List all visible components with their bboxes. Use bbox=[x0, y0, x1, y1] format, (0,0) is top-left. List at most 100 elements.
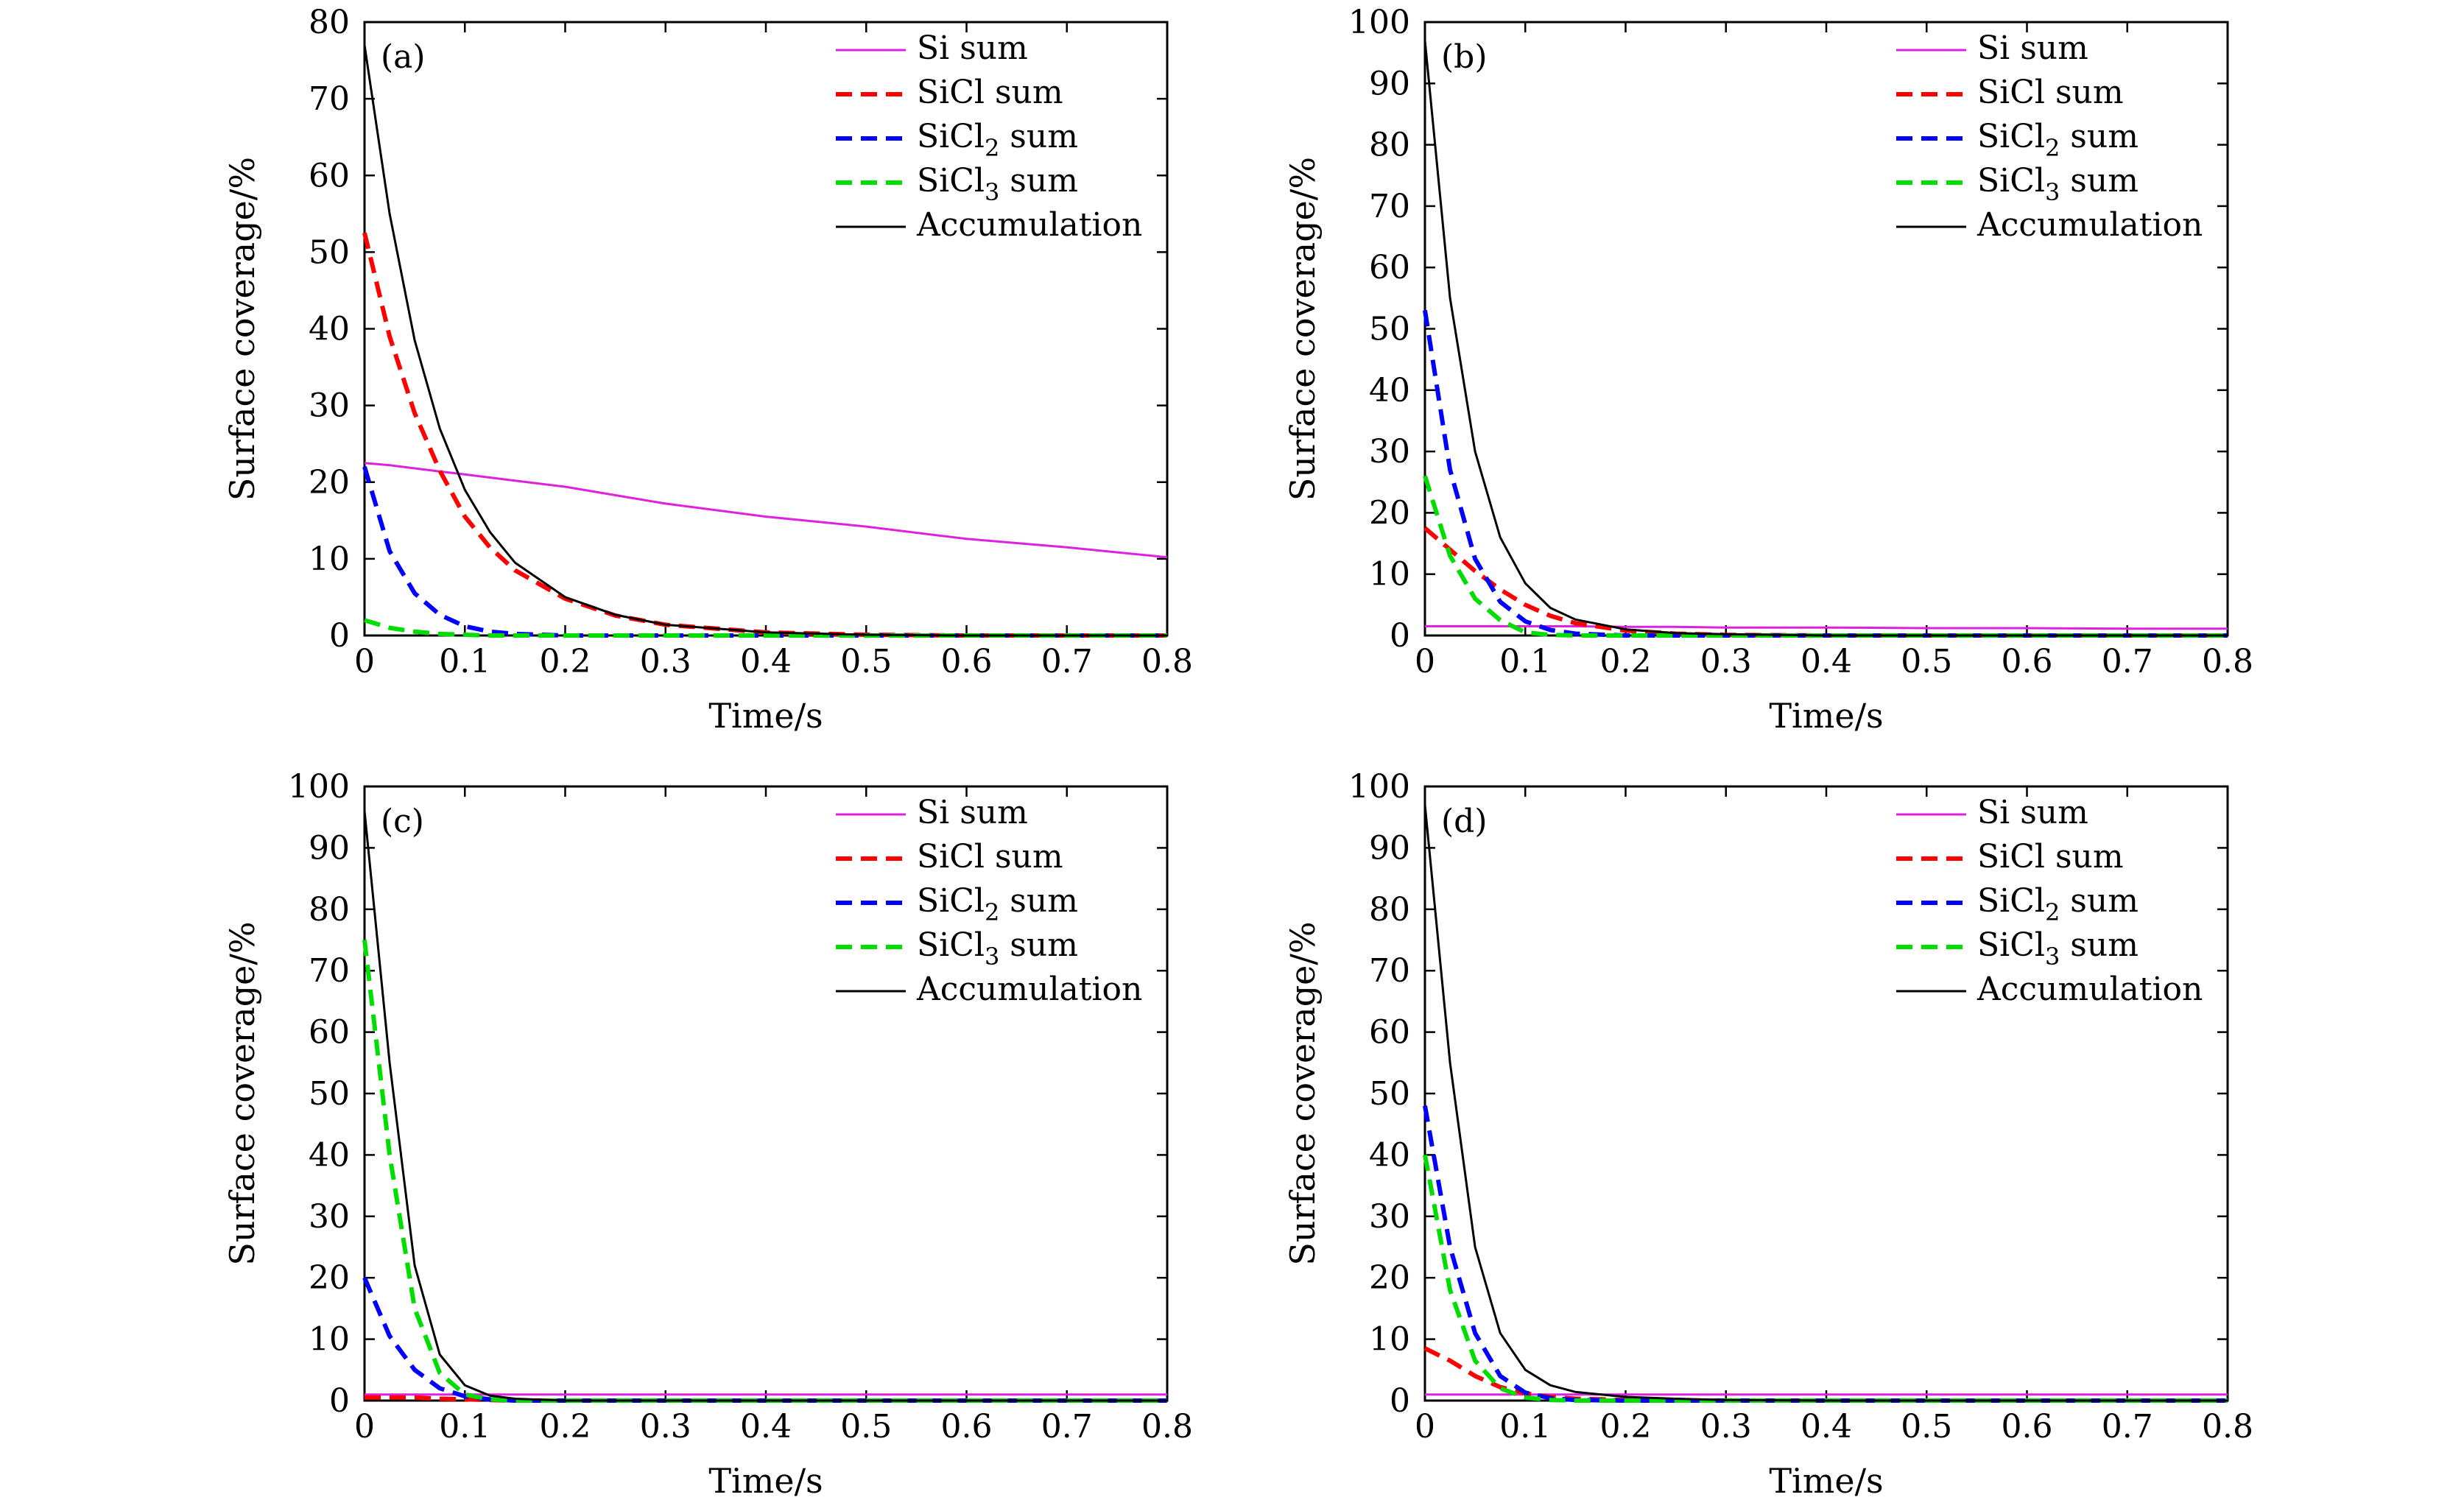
x-tick-label: 0.2 bbox=[1600, 643, 1652, 680]
series-line-sicl2 bbox=[362, 466, 1167, 638]
legend-label-subscript: 2 bbox=[2045, 898, 2060, 926]
y-tick-label: 20 bbox=[309, 464, 350, 501]
legend-label-acc: Accumulation bbox=[916, 206, 1142, 244]
x-tick-label: 0 bbox=[354, 1408, 375, 1446]
y-tick-label: 50 bbox=[1369, 1075, 1410, 1113]
legend-label-subscript: 2 bbox=[985, 134, 999, 162]
y-tick-label: 40 bbox=[309, 1136, 350, 1174]
y-tick-label: 100 bbox=[288, 768, 350, 806]
x-tick-label: 0.3 bbox=[640, 643, 691, 680]
y-tick-label: 100 bbox=[1348, 4, 1410, 41]
panel-label: (a) bbox=[381, 38, 426, 76]
x-tick-label: 0.6 bbox=[941, 1408, 993, 1446]
y-tick-label: 50 bbox=[309, 233, 350, 271]
legend-label-sicl2: SiCl2 sum bbox=[917, 118, 1078, 162]
legend-label-subscript: 3 bbox=[2045, 178, 2060, 206]
x-axis-title: Time/s bbox=[708, 696, 823, 736]
y-tick-label: 50 bbox=[309, 1075, 350, 1113]
x-tick-label: 0.6 bbox=[2002, 1408, 2053, 1446]
legend-label-subscript: 2 bbox=[2045, 134, 2060, 162]
legend-label-sicl2: SiCl2 sum bbox=[1977, 118, 2139, 162]
legend-label-main: Si sum bbox=[917, 29, 1028, 67]
legend-label-main: Si sum bbox=[917, 794, 1028, 831]
x-tick-label: 0.3 bbox=[1700, 1408, 1752, 1446]
y-tick-label: 50 bbox=[1369, 311, 1410, 348]
y-tick-label: 0 bbox=[329, 617, 350, 655]
legend-label-main: SiCl bbox=[917, 162, 985, 200]
x-tick-label: 0.5 bbox=[840, 1408, 892, 1446]
legend-label-si: Si sum bbox=[917, 29, 1028, 67]
y-tick-label: 30 bbox=[1369, 433, 1410, 471]
legend-label-si: Si sum bbox=[1977, 29, 2088, 67]
x-axis-title: Time/s bbox=[708, 1461, 823, 1500]
y-tick-label: 0 bbox=[1390, 1382, 1410, 1420]
x-tick-label: 0.7 bbox=[1041, 1408, 1093, 1446]
y-tick-label: 60 bbox=[1369, 249, 1410, 286]
legend-label-sicl3: SiCl3 sum bbox=[917, 926, 1078, 971]
series-line-acc bbox=[363, 811, 1167, 1402]
legend-label-sicl3: SiCl3 sum bbox=[1977, 162, 2139, 206]
x-tick-label: 0.7 bbox=[2102, 643, 2153, 680]
panel-label: (d) bbox=[1441, 803, 1488, 840]
x-tick-label: 0.2 bbox=[1600, 1408, 1652, 1446]
x-tick-label: 0.4 bbox=[740, 643, 792, 680]
legend-label-main: SiCl bbox=[917, 926, 985, 964]
x-tick-label: 0.2 bbox=[540, 1408, 591, 1446]
y-tick-label: 90 bbox=[1369, 65, 1410, 102]
y-axis-title: Surface coverage/% bbox=[1283, 921, 1323, 1265]
y-tick-label: 10 bbox=[309, 541, 350, 578]
legend-label-main: SiCl bbox=[917, 118, 985, 155]
y-axis-title: Surface coverage/% bbox=[222, 157, 262, 501]
legend-label-sicl: SiCl sum bbox=[917, 74, 1063, 111]
y-tick-label: 90 bbox=[1369, 829, 1410, 867]
legend-label-suffix: sum bbox=[999, 118, 1078, 155]
x-axis-title: Time/s bbox=[1769, 1461, 1883, 1500]
legend-label-main: Accumulation bbox=[916, 206, 1142, 244]
y-tick-label: 10 bbox=[309, 1321, 350, 1359]
x-tick-label: 0 bbox=[1415, 1408, 1435, 1446]
legend-label-si: Si sum bbox=[917, 794, 1028, 831]
x-tick-label: 0.3 bbox=[640, 1408, 691, 1446]
y-tick-label: 100 bbox=[1348, 768, 1410, 806]
x-tick-label: 0.1 bbox=[439, 643, 490, 680]
legend-label-suffix: sum bbox=[2060, 882, 2139, 920]
legend-label-sicl: SiCl sum bbox=[917, 838, 1063, 876]
x-tick-label: 0.3 bbox=[1700, 643, 1752, 680]
legend-label-suffix: sum bbox=[999, 926, 1078, 964]
x-tick-label: 0 bbox=[1415, 643, 1435, 680]
x-tick-label: 0 bbox=[354, 643, 375, 680]
chart-panel-3: 0 0.1 0.2 0.3 0.4 0.5 0.6 0.7 0.8 0 10 20 30 40 50 60 70… bbox=[1283, 768, 2253, 1500]
y-tick-label: 30 bbox=[309, 387, 350, 425]
legend-label-subscript: 3 bbox=[2045, 943, 2060, 971]
y-tick-label: 30 bbox=[309, 1198, 350, 1236]
x-tick-label: 0.8 bbox=[1141, 643, 1193, 680]
y-tick-label: 20 bbox=[1369, 1259, 1410, 1297]
y-tick-label: 60 bbox=[309, 157, 350, 194]
legend-label-subscript: 3 bbox=[985, 943, 999, 971]
x-tick-label: 0.6 bbox=[2002, 643, 2053, 680]
legend-label-main: SiCl sum bbox=[1977, 838, 2124, 876]
y-tick-label: 80 bbox=[309, 4, 350, 41]
y-tick-label: 70 bbox=[309, 80, 350, 118]
legend-label-main: Si sum bbox=[1977, 794, 2088, 831]
legend-label-sicl3: SiCl3 sum bbox=[917, 162, 1078, 206]
legend-label-suffix: sum bbox=[2060, 926, 2139, 964]
x-tick-label: 0.5 bbox=[1901, 643, 1952, 680]
x-tick-label: 0.2 bbox=[540, 643, 591, 680]
x-tick-label: 0.8 bbox=[1141, 1408, 1193, 1446]
y-tick-label: 0 bbox=[329, 1382, 350, 1420]
y-tick-label: 40 bbox=[309, 311, 350, 348]
legend-label-main: SiCl sum bbox=[917, 74, 1063, 111]
y-tick-label: 30 bbox=[1369, 1198, 1410, 1236]
legend-label-main: SiCl sum bbox=[917, 838, 1063, 876]
x-tick-label: 0.1 bbox=[1499, 643, 1551, 680]
chart-panel-0: 0 0.1 0.2 0.3 0.4 0.5 0.6 0.7 0.8 0 10 20 30 40 50 60 70… bbox=[222, 4, 1193, 736]
plot-frame bbox=[1423, 21, 2229, 637]
series-line-sicl3 bbox=[364, 618, 1167, 638]
legend-label-main: SiCl sum bbox=[1977, 74, 2124, 111]
legend-label-main: SiCl bbox=[917, 882, 985, 920]
series-line-sicl3 bbox=[1423, 475, 2228, 638]
legend-label-main: Accumulation bbox=[1977, 971, 2203, 1008]
x-tick-label: 0.8 bbox=[2202, 1408, 2253, 1446]
